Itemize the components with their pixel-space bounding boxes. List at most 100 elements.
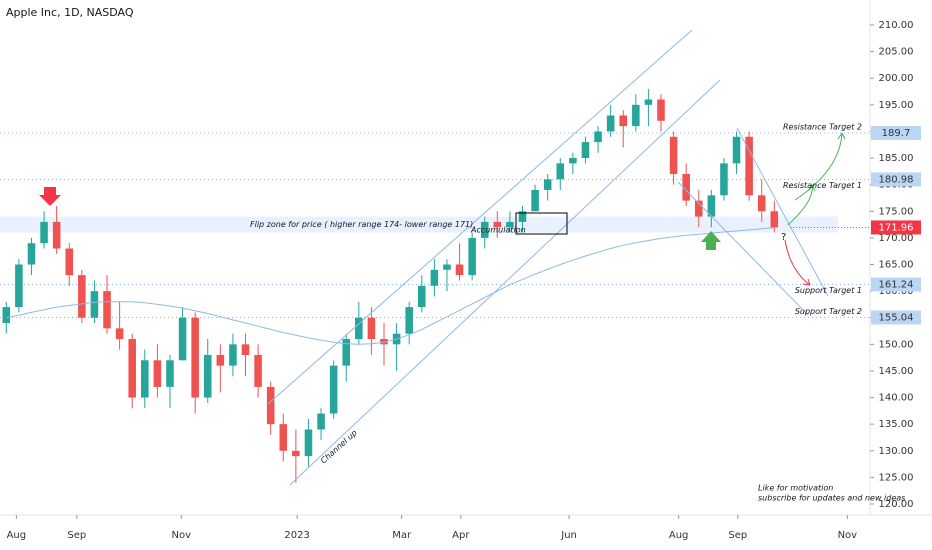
candle-body — [405, 307, 413, 334]
candle-body — [480, 221, 489, 238]
candle-body — [632, 104, 640, 127]
candle-body — [745, 136, 753, 196]
candle-body — [15, 264, 23, 308]
candle-body — [216, 354, 225, 366]
candle-body — [317, 413, 325, 430]
candle-body — [78, 275, 86, 318]
down-curve-head — [802, 278, 811, 286]
candle-body — [103, 291, 111, 329]
y-tick-label: 120.00 — [879, 499, 914, 510]
y-tick-label: 210.00 — [879, 20, 914, 31]
level-label: Resistance Target 2 — [783, 123, 862, 132]
candle-body — [40, 221, 48, 244]
channel-lower — [289, 79, 721, 486]
x-tick-label: Sep — [67, 530, 86, 541]
candle-body — [355, 317, 363, 340]
candle-body — [153, 360, 162, 387]
level-tag — [871, 310, 921, 325]
candle-body — [191, 317, 199, 398]
footer-line-2: subscribe for updates and new ideas — [758, 494, 905, 503]
candle-body — [430, 269, 439, 286]
level-tag — [871, 172, 921, 187]
candle-body — [203, 354, 212, 398]
candle-body — [531, 189, 539, 212]
candle-body — [606, 115, 615, 132]
candle-body — [52, 221, 61, 249]
flip-zone-label: Flip zone for price ( higher range 174- … — [250, 220, 473, 229]
y-tick-label: 140.00 — [879, 393, 914, 404]
candle-body — [468, 237, 476, 276]
candle-body — [229, 344, 237, 366]
candle-body — [732, 136, 741, 164]
candle-body — [594, 131, 602, 143]
moving-average — [6, 227, 775, 345]
plot: 120.00 125.00 130.00 135.00 140.00 145.00 150.… — [0, 20, 914, 541]
candle-body — [329, 365, 338, 414]
up-curve-1 — [787, 184, 813, 226]
level-price: 161.24 — [879, 280, 914, 291]
candle-body — [455, 264, 464, 276]
candle-body — [2, 307, 11, 324]
y-tick-label: 185.00 — [879, 153, 914, 164]
candle-body — [292, 450, 300, 457]
candle-body — [757, 195, 766, 212]
candle-body — [241, 344, 250, 355]
x-tick-label: Mar — [392, 530, 412, 541]
candle-body — [65, 248, 74, 276]
candle-body — [720, 163, 728, 196]
last-price-tag — [871, 220, 921, 235]
accumulation-box — [515, 212, 568, 235]
candle-body — [707, 195, 716, 217]
x-tick-label: Nov — [172, 530, 192, 541]
candle-body — [619, 115, 628, 127]
candle-body — [342, 339, 351, 366]
y-tick-label: 125.00 — [879, 472, 914, 483]
candle-body — [506, 221, 514, 228]
candle-body — [90, 291, 99, 318]
up-curve-2-head — [837, 132, 846, 140]
candle-body — [443, 264, 451, 270]
x-tick-label: Aug — [7, 530, 27, 541]
level-price: 155.04 — [879, 313, 914, 324]
level-label: Support Target 2 — [795, 307, 862, 316]
down-curve — [784, 239, 811, 286]
channel-label: Channel up — [319, 428, 359, 465]
wedge-lower — [677, 181, 809, 316]
x-tick-label: Aug — [669, 530, 689, 541]
y-tick-label: 130.00 — [879, 446, 914, 457]
question-mark: ? — [781, 232, 786, 243]
candle-body — [266, 386, 275, 425]
top-arrow — [39, 187, 61, 206]
candle-body — [581, 142, 590, 159]
candle-body — [178, 317, 187, 361]
y-tick-label: 195.00 — [879, 100, 914, 111]
chart-title: Apple Inc, 1D, NASDAQ — [6, 6, 134, 19]
channel-upper — [267, 29, 693, 405]
y-tick-label: 135.00 — [879, 419, 914, 430]
footer-line-1: Like for motivation — [758, 484, 833, 493]
level-label: Resistance Target 1 — [783, 181, 862, 190]
last-price: 171.96 — [879, 222, 914, 233]
candle-body — [279, 424, 288, 451]
y-tick-label: 165.00 — [879, 260, 914, 271]
x-tick-label: 2023 — [284, 530, 309, 541]
candle-body — [682, 174, 690, 201]
candle-body — [128, 339, 136, 398]
level-label: Support Target 1 — [795, 286, 862, 295]
candle-body — [115, 328, 124, 340]
candle-body — [644, 99, 653, 105]
candle-body — [569, 158, 577, 164]
level-tag — [871, 277, 921, 292]
candle-body — [254, 354, 262, 387]
candle-body — [669, 136, 678, 175]
candle-body — [27, 243, 36, 265]
candle-body — [304, 429, 313, 457]
candle-body — [380, 339, 388, 345]
candle-body — [657, 99, 665, 121]
level-price: 180.98 — [879, 174, 914, 185]
up-curve-2 — [794, 132, 843, 201]
y-tick-label: 175.00 — [879, 206, 914, 217]
y-tick-label: 200.00 — [879, 73, 914, 84]
candle-body — [556, 163, 565, 180]
